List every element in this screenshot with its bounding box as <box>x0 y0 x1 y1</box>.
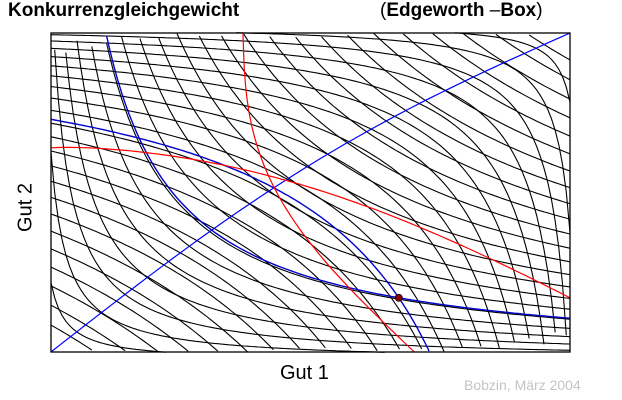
equilibrium-point <box>394 293 403 302</box>
indifference-curve-a <box>139 38 571 299</box>
indifference-curve-a <box>495 33 571 81</box>
subtitle-dash: – <box>484 0 501 21</box>
indifference-curve-b <box>50 109 445 352</box>
page-subtitle: (Edgeworth –Box) <box>380 0 543 22</box>
contract-curve <box>50 32 571 353</box>
indifference-curve-b <box>50 56 530 339</box>
indifference-curve-a <box>295 36 571 205</box>
indifference-curve-b <box>50 47 545 345</box>
indifference-curve-a <box>106 43 571 320</box>
indifference-curve-a <box>50 282 166 353</box>
indifference-curve-b <box>50 248 219 352</box>
offer-curve-a <box>242 32 415 353</box>
indifference-curve-b <box>50 75 501 350</box>
indifference-curves-a <box>50 32 571 353</box>
indifference-curve-b <box>50 136 400 350</box>
indifference-curve-a <box>221 35 571 249</box>
indifference-curve-b <box>50 97 464 348</box>
indifference-curve-a <box>176 33 571 276</box>
indifference-curve-a <box>91 46 571 329</box>
indifference-curve-a <box>528 34 571 61</box>
indifference-curve-b <box>50 40 556 333</box>
box-frame <box>50 32 571 353</box>
indifference-curve-b <box>50 150 378 352</box>
page-title: Konkurrenzgleichgewicht <box>8 0 240 21</box>
indifference-curve-b <box>50 196 300 349</box>
highlighted-indifference-b <box>50 118 430 352</box>
indifference-curve-a <box>76 40 571 338</box>
indifference-curve-b <box>50 180 326 349</box>
indifference-curve-b <box>50 122 423 350</box>
offer-curve-b <box>50 146 571 299</box>
y-axis-label: Gut 2 <box>14 183 37 232</box>
indifference-curve-b <box>50 266 189 352</box>
indifference-curve-b <box>50 304 126 352</box>
subtitle-open: ( <box>380 0 387 21</box>
indifference-curve-b <box>50 324 93 351</box>
indifference-curve-a <box>432 33 571 119</box>
indifference-curve-b <box>50 34 567 336</box>
indifference-curve-a <box>373 32 571 155</box>
indifference-curve-b <box>455 32 571 103</box>
indifference-curve-a <box>321 36 571 189</box>
indifference-curve-a <box>198 35 571 263</box>
indifference-curve-a <box>54 49 571 351</box>
indifference-curve-a <box>402 33 571 137</box>
indifference-curve-a <box>347 34 571 172</box>
indifference-curves-b <box>50 32 571 353</box>
indifference-curve-b <box>50 213 274 351</box>
subtitle-part1: Edgeworth <box>386 0 485 21</box>
indifference-curve-b <box>50 230 248 353</box>
indifference-curve-a <box>269 36 571 220</box>
highlighted-curves <box>50 32 571 353</box>
indifference-curve-a <box>120 35 571 310</box>
subtitle-close: ) <box>536 0 543 21</box>
indifference-curve-a <box>65 52 571 345</box>
x-axis-label: Gut 1 <box>280 362 329 384</box>
indifference-curve-b <box>50 285 159 353</box>
highlighted-indifference-a <box>105 35 571 319</box>
author-credit: Bobzin, März 2004 <box>464 377 581 393</box>
indifference-curve-b <box>236 32 571 233</box>
indifference-curve-b <box>50 86 482 347</box>
indifference-curve-b <box>50 65 515 342</box>
indifference-curve-a <box>157 37 571 288</box>
subtitle-part2: Box <box>500 0 537 21</box>
